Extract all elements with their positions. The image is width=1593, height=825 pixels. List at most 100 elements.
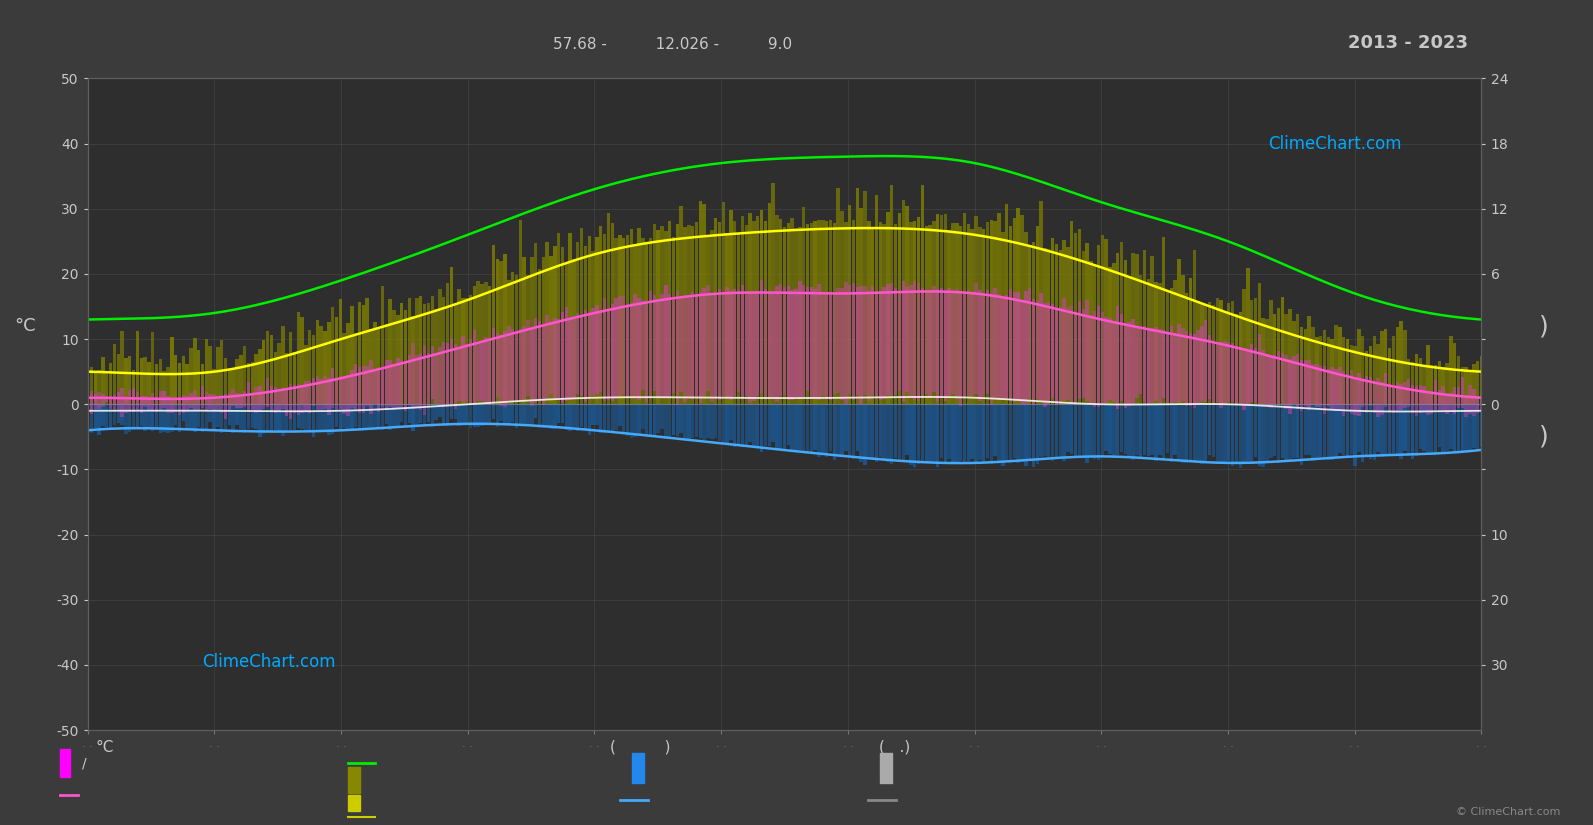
Bar [1273,355,1276,404]
Bar [1415,404,1418,416]
Bar [809,287,812,398]
Bar [1278,309,1281,404]
Bar [795,404,798,450]
Bar [640,300,645,390]
Bar [1453,404,1456,451]
Bar [1423,386,1426,404]
Bar [1158,329,1161,404]
Bar [1204,404,1207,462]
Bar [1472,404,1475,448]
Bar [1461,377,1464,404]
Bar [266,404,269,408]
Bar [449,404,452,419]
Bar [833,404,836,460]
Bar [327,404,331,415]
Bar [660,404,664,429]
Bar [97,393,100,404]
Bar [1407,404,1410,407]
Bar [675,291,679,404]
Bar [675,224,679,404]
Bar [1180,275,1185,404]
Bar [1373,404,1376,460]
Bar [1193,251,1196,404]
Bar [1376,378,1380,404]
Bar [863,404,867,465]
Bar [190,404,193,429]
Bar [1434,380,1437,404]
Bar [422,304,427,404]
Bar [1104,404,1109,450]
Bar [809,404,812,452]
Bar [446,342,449,404]
Bar [416,404,419,425]
Bar [894,404,897,458]
Bar [948,230,951,404]
Bar [239,394,242,404]
Bar [722,404,725,444]
Bar [553,404,556,429]
Bar [1136,404,1139,455]
Bar [1058,307,1063,404]
Bar [430,404,433,427]
Bar [102,404,105,408]
Bar [1376,344,1380,404]
Bar [250,404,253,428]
Bar [441,404,446,426]
Bar [710,230,714,404]
Bar [967,404,970,461]
Bar [795,229,798,404]
Bar [209,346,212,404]
Bar [1415,354,1418,404]
Bar [787,404,790,446]
Bar [1139,275,1142,404]
Bar [840,288,844,400]
Bar [1357,328,1360,404]
Bar [798,227,801,404]
Bar [1223,342,1227,404]
Bar [209,394,212,404]
Bar [61,749,70,777]
Bar [89,404,92,414]
Bar [910,404,913,465]
Bar [1219,404,1223,408]
Bar [530,404,534,406]
Bar [905,206,910,404]
Bar [1008,404,1012,464]
Bar [198,404,201,427]
Bar [1265,404,1268,406]
Bar [274,404,277,412]
Bar [1407,379,1410,404]
Bar [1322,330,1327,404]
Bar [852,404,855,459]
Bar [913,404,916,467]
Bar [236,404,239,425]
Bar [847,404,851,457]
Bar [703,404,706,440]
Bar [989,219,992,404]
Bar [725,404,730,444]
Bar [201,404,204,431]
Bar [108,395,113,404]
Bar [503,331,507,404]
Bar [956,223,959,404]
Bar [1185,404,1188,406]
Bar [840,404,844,455]
Bar [714,404,717,438]
Bar [1055,404,1058,458]
Bar [503,404,507,407]
Bar [890,283,894,397]
Bar [481,404,484,427]
Bar [132,404,135,430]
Bar [492,404,495,419]
Bar [266,404,269,432]
Bar [768,404,771,446]
Bar [503,404,507,425]
Bar [1238,313,1243,404]
Bar [975,283,978,394]
Bar [615,404,618,430]
Bar [1090,404,1093,457]
Bar [1380,404,1384,415]
Bar [487,404,491,423]
Bar [1139,404,1142,456]
Bar [1434,365,1437,404]
